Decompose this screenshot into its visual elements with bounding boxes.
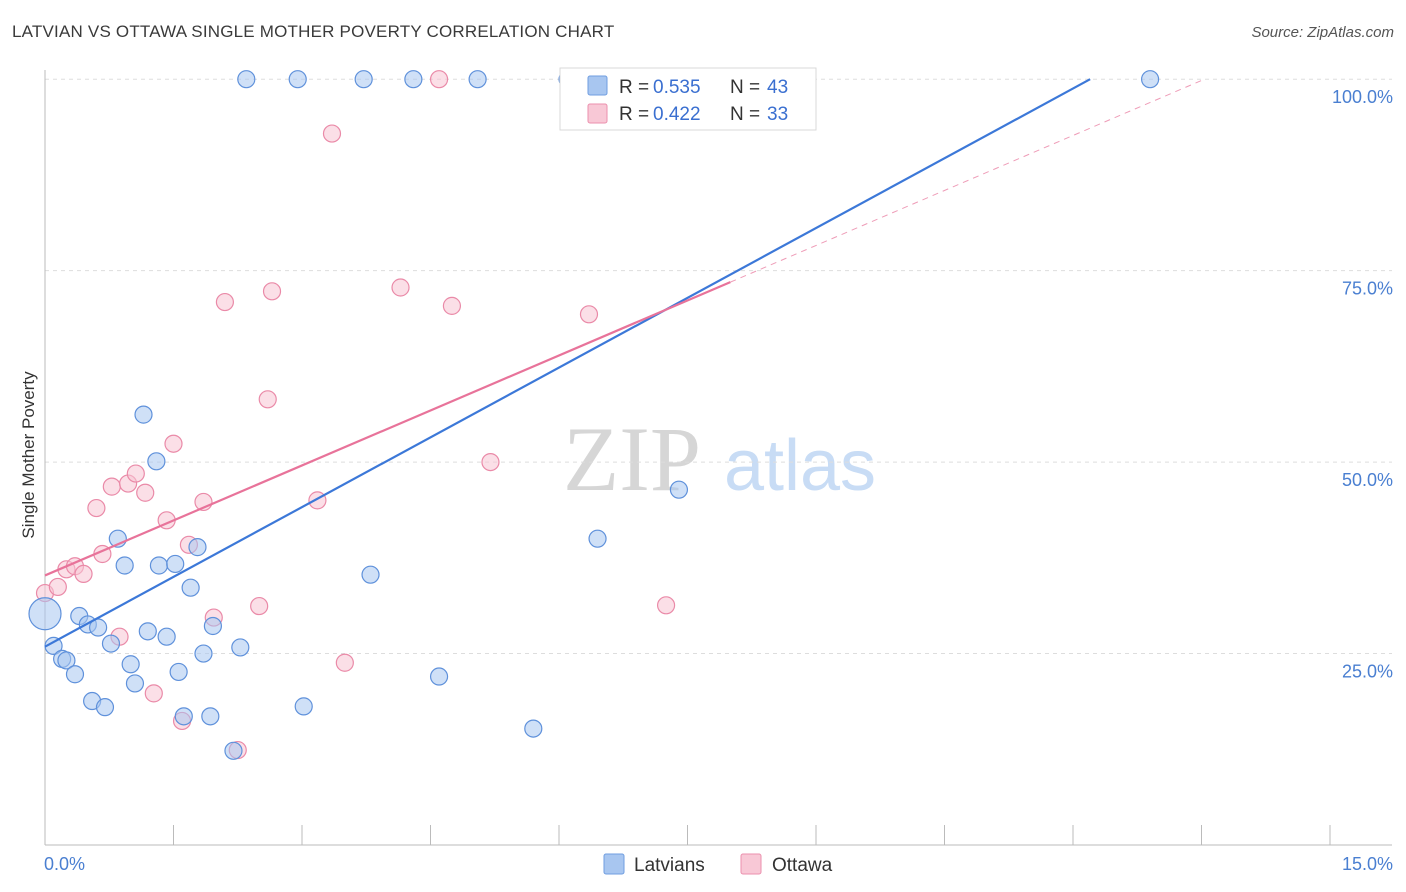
ottawa-trend-extension	[730, 80, 1202, 283]
ottawa-point-26	[335, 653, 354, 672]
latvian-point-38	[524, 719, 543, 738]
latvian-point-21	[169, 662, 188, 682]
latvian-point-30	[237, 70, 256, 89]
latvian-point-17	[147, 452, 166, 471]
series-label-latvians: Latvians	[634, 855, 705, 876]
latvian-point-12	[115, 556, 134, 575]
ottawa-point-10	[126, 464, 145, 483]
latvian-point-29	[231, 638, 250, 657]
series-swatch-ottawa	[740, 853, 762, 875]
ottawa-point-27	[391, 278, 410, 297]
x-tick-label-max: 15.0%	[1342, 854, 1393, 874]
x-tick-label-min: 0.0%	[44, 854, 85, 874]
latvian-point-22	[174, 707, 193, 726]
axes	[44, 70, 1392, 846]
latvian-point-23	[181, 578, 200, 597]
ottawa-point-23	[262, 282, 282, 301]
latvian-point-0	[28, 597, 62, 631]
latvian-point-10	[101, 634, 121, 653]
ottawa-point-32	[656, 596, 676, 615]
latvian-point-14	[125, 674, 145, 693]
latvian-point-31	[288, 70, 307, 89]
latvian-point-4	[65, 665, 85, 684]
legend-r-value-2: 0.422	[653, 104, 701, 125]
series-swatch-latvians	[603, 853, 625, 875]
ottawa-point-19	[215, 292, 234, 312]
legend-swatch-ottawa	[587, 103, 608, 124]
latvian-point-19	[157, 627, 176, 646]
latvian-trend-line	[44, 78, 1091, 648]
ottawa-point-30	[481, 453, 500, 472]
series-legend: Latvians Ottawa	[603, 853, 833, 876]
ottawa-point-7	[102, 477, 121, 496]
ottawa-point-31	[579, 305, 599, 324]
ottawa-point-4	[74, 564, 93, 584]
y-tick-label-75: 75.0%	[1342, 279, 1393, 299]
latvian-point-33	[354, 70, 373, 89]
latvian-point-37	[468, 70, 487, 89]
y-axis-label: Single Mother Poverty	[19, 371, 38, 539]
ottawa-point-1	[48, 577, 67, 597]
latvian-point-18	[149, 556, 169, 575]
legend-r-value-1: 0.535	[653, 77, 701, 98]
latvian-point-26	[201, 707, 220, 726]
latvian-point-27	[203, 616, 223, 636]
latvian-point-34	[361, 565, 380, 584]
legend-swatch-latvians	[587, 75, 608, 96]
latvian-point-25	[194, 644, 213, 663]
latvian-point-32	[294, 697, 313, 716]
legend-r-label-1: R =	[619, 77, 649, 98]
chart-title: LATVIAN VS OTTAWA SINGLE MOTHER POVERTY …	[12, 22, 615, 41]
ottawa-point-21	[250, 596, 269, 616]
y-tick-label-50: 50.0%	[1342, 470, 1393, 490]
legend-r-label-2: R =	[619, 104, 649, 125]
latvian-point-28	[224, 741, 243, 760]
latvian-points	[28, 70, 1160, 760]
gridlines	[45, 78, 1392, 655]
latvian-point-40	[588, 529, 607, 548]
latvian-point-20	[166, 554, 185, 574]
latvian-point-41	[669, 480, 689, 499]
ottawa-point-12	[144, 684, 163, 703]
latvian-point-36	[429, 667, 449, 686]
legend-n-label-1: N =	[730, 77, 760, 98]
legend-n-value-1: 43	[767, 77, 788, 98]
latvian-point-9	[95, 698, 115, 717]
legend-n-label-2: N =	[730, 104, 760, 125]
trend-lines	[44, 78, 1202, 648]
latvian-point-42	[1140, 70, 1160, 89]
watermark-atlas: atlas	[724, 426, 876, 506]
ottawa-point-5	[87, 498, 106, 518]
ottawa-point-28	[429, 70, 449, 89]
latvian-point-35	[404, 70, 423, 89]
source-credit: Source: ZipAtlas.com	[1251, 24, 1394, 41]
latvian-point-3	[57, 651, 76, 670]
latvian-point-13	[121, 655, 140, 674]
y-tick-label-100: 100.0%	[1332, 87, 1393, 107]
ottawa-point-29	[442, 296, 462, 315]
y-tick-label-25: 25.0%	[1342, 662, 1393, 682]
ottawa-point-25	[322, 124, 342, 143]
ottawa-trend-line	[44, 281, 731, 577]
correlation-legend: R = 0.535 N = 43 R = 0.422 N = 33	[559, 67, 817, 131]
ottawa-point-11	[136, 483, 155, 502]
latvian-point-24	[188, 538, 207, 557]
latvian-point-16	[138, 622, 157, 641]
tick-labels: 25.0% 50.0% 75.0% 100.0% 0.0% 15.0%	[44, 87, 1393, 874]
series-label-ottawa: Ottawa	[772, 855, 833, 876]
legend-n-value-2: 33	[767, 104, 788, 125]
ottawa-point-22	[258, 390, 277, 409]
latvian-point-15	[134, 405, 153, 424]
ottawa-point-14	[164, 434, 183, 453]
